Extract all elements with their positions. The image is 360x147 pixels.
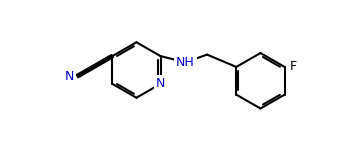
Text: N: N bbox=[65, 70, 74, 83]
Text: NH: NH bbox=[176, 56, 195, 69]
Text: F: F bbox=[289, 60, 296, 73]
Text: N: N bbox=[156, 77, 165, 90]
